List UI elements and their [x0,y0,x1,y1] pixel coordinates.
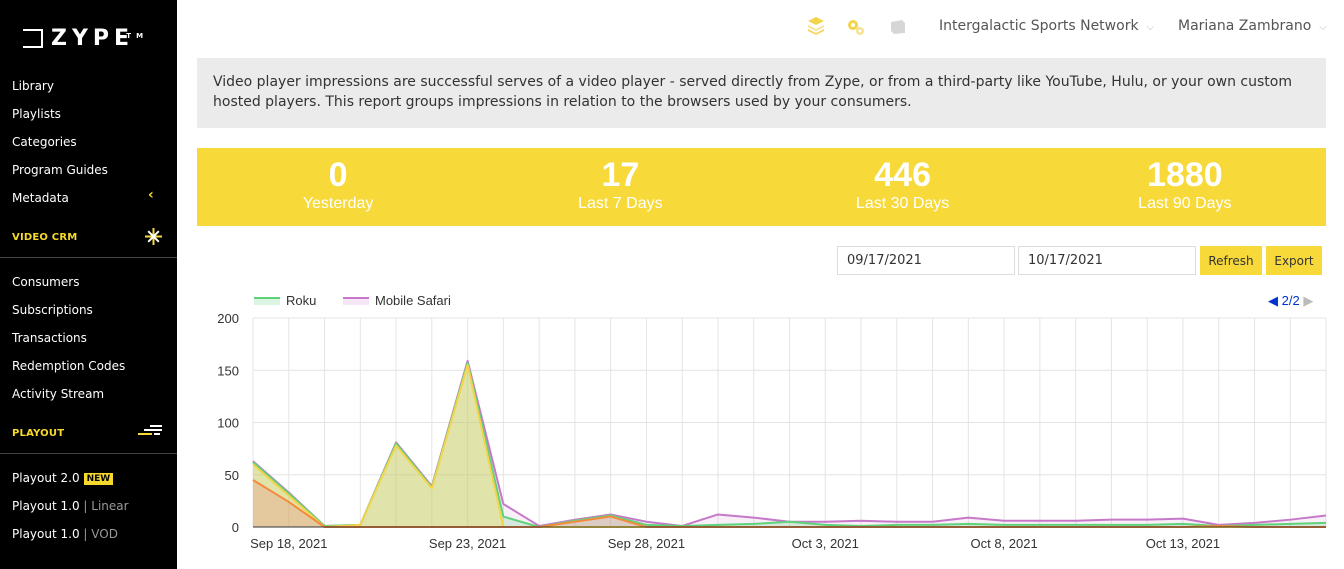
x-tick-label: Oct 13, 2021 [1146,536,1220,551]
x-tick-label: Sep 28, 2021 [608,536,685,551]
next-page-icon[interactable]: ▶ [1303,293,1314,308]
playout-suffix: | Linear [83,499,129,513]
pager-label: 2/2 [1281,293,1300,308]
user-menu[interactable]: Mariana Zambrano ⌵ [1178,18,1327,34]
chevron-left-icon[interactable]: ‹ [148,187,154,203]
stat-value: 17 [601,156,640,194]
sidebar-item-categories[interactable]: Categories [12,135,77,149]
legend-item-mobile-safari[interactable]: Mobile Safari [343,293,451,308]
stat-yesterday: 0 Yesterday [197,148,479,226]
sidebar-divider [0,453,177,454]
stats-banner: 0 Yesterday 17 Last 7 Days 446 Last 30 D… [197,148,1326,226]
sidebar-item-playout-2[interactable]: Playout 2.0 NEW [12,471,114,485]
legend-swatch [343,296,369,305]
stack-icon[interactable] [806,17,826,37]
playout-label: Playout 1.0 [12,527,80,541]
export-button[interactable]: Export [1266,246,1322,275]
prev-page-icon[interactable]: ◀ [1268,293,1278,308]
stat-label: Last 7 Days [578,195,663,212]
series-area [253,362,1326,527]
y-tick-label: 100 [217,416,239,431]
stat-label: Last 90 Days [1138,195,1232,212]
stat-value: 0 [328,156,348,194]
new-badge: NEW [83,473,114,485]
sparkle-icon [145,228,162,245]
x-tick-label: Sep 23, 2021 [429,536,506,551]
sidebar-item-consumers[interactable]: Consumers [12,275,80,289]
y-tick-label: 200 [217,311,239,326]
zype-logo[interactable]: ZYPE TM [14,26,149,51]
sidebar-item-program-guides[interactable]: Program Guides [12,163,108,177]
sidebar-item-transactions[interactable]: Transactions [12,331,87,345]
stat-label: Last 30 Days [855,195,950,212]
chevron-down-icon: ⌵ [1146,22,1155,33]
stat-last-7-days: 17 Last 7 Days [479,148,761,226]
series-area [253,365,1326,527]
section-playout: PLAYOUT [12,428,65,439]
legend-label: Mobile Safari [375,293,451,308]
sidebar-item-playout-1-vod[interactable]: Playout 1.0 | VOD [12,527,118,541]
legend-pager: ◀ 2/2 ▶ [1268,293,1313,309]
series-area [253,360,1326,527]
sidebar-item-playout-1-linear[interactable]: Playout 1.0 | Linear [12,499,129,513]
y-tick-label: 50 [225,468,239,483]
sidebar-item-metadata[interactable]: Metadata [12,191,69,205]
end-date-input[interactable] [1018,246,1196,275]
start-date-input[interactable] [837,246,1015,275]
logo-text: ZYPE TM [51,26,149,51]
x-tick-label: Sep 18, 2021 [250,536,327,551]
x-tick-label: Oct 8, 2021 [970,536,1037,551]
stat-value: 1880 [1147,156,1223,194]
stat-last-30-days: 446 Last 30 Days [762,148,1044,226]
legend-item-roku[interactable]: Roku [254,293,316,308]
sidebar-item-activity-stream[interactable]: Activity Stream [12,387,105,401]
network-name: Intergalactic Sports Network [939,18,1139,34]
playout-stripes-icon [138,425,162,435]
report-description: Video player impressions are successful … [197,58,1326,128]
x-tick-label: Oct 3, 2021 [792,536,859,551]
user-name: Mariana Zambrano [1178,18,1312,34]
legend-label: Roku [286,293,317,308]
chevron-down-icon: ⌵ [1319,22,1327,33]
stat-last-90-days: 1880 Last 90 Days [1044,148,1326,226]
playout-label: Playout 2.0 [12,471,80,485]
sidebar-divider [0,257,177,258]
sidebar: ZYPE TM Library Playlists Categories Prog… [0,0,177,569]
ticket-icon[interactable] [888,17,908,37]
stat-label: Yesterday [302,195,374,212]
playout-suffix: | VOD [83,527,118,541]
sidebar-item-redemption-codes[interactable]: Redemption Codes [12,359,126,373]
sidebar-item-library[interactable]: Library [12,79,54,93]
playout-label: Playout 1.0 [12,499,80,513]
stat-value: 446 [874,156,931,194]
section-video-crm: VIDEO CRM [12,232,78,243]
gears-icon[interactable] [846,17,866,37]
y-tick-label: 0 [232,520,239,535]
network-selector[interactable]: Intergalactic Sports Network ⌵ [939,18,1154,34]
legend-swatch [254,296,280,305]
y-tick-label: 150 [217,363,239,378]
refresh-button[interactable]: Refresh [1200,246,1262,275]
sidebar-item-playlists[interactable]: Playlists [12,107,61,121]
impressions-chart: 0 50 100 150 200 Sep 18, 2021 Sep 23, 2021 Sep … [217,311,1327,551]
sidebar-item-subscriptions[interactable]: Subscriptions [12,303,93,317]
logo-mark-icon [14,29,43,48]
